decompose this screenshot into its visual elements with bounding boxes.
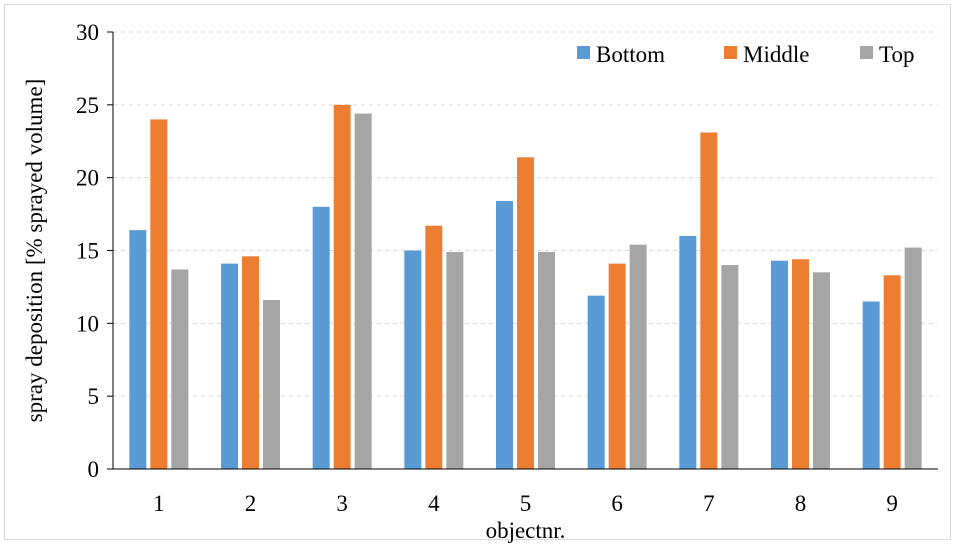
legend-swatch-top: [860, 46, 873, 59]
x-tick-label: 4: [428, 491, 440, 516]
bar-middle-1: [150, 119, 168, 470]
bar-bottom-6: [587, 295, 605, 469]
x-tick-label: 7: [703, 491, 715, 516]
y-tick-label: 30: [76, 20, 99, 45]
y-tick-label: 10: [76, 311, 99, 336]
y-tick-label: 20: [76, 166, 99, 191]
bar-top-9: [904, 247, 922, 469]
y-tick-label: 15: [76, 239, 99, 264]
legend-label-middle: Middle: [743, 42, 809, 67]
bar-middle-4: [425, 225, 443, 469]
x-axis-label: objectnr.: [486, 518, 566, 543]
bar-bottom-4: [404, 250, 422, 469]
x-tick-label: 6: [611, 491, 623, 516]
bar-top-4: [446, 251, 464, 469]
bar-middle-6: [608, 263, 626, 469]
bar-bottom-8: [771, 260, 788, 469]
x-tick-labels: 1 2 3 4 5 6 7 8 9: [153, 491, 898, 516]
legend-swatch-middle: [724, 46, 737, 59]
bar-middle-2: [242, 256, 259, 469]
bar-bottom-9: [862, 301, 880, 469]
bar-middle-9: [883, 275, 901, 469]
bar-middle-5: [517, 157, 534, 470]
y-tick-label: 5: [88, 384, 100, 409]
bar-middle-8: [792, 259, 809, 469]
y-tick-label: 0: [88, 457, 100, 482]
x-tick-label: 1: [153, 491, 165, 516]
x-tick-label: 9: [886, 491, 898, 516]
bar-bottom-3: [312, 206, 330, 470]
bar-top-5: [538, 251, 555, 469]
y-axis-label: spray deposition [% sprayed volume]: [22, 79, 47, 423]
x-tick-label: 8: [795, 491, 807, 516]
bar-middle-7: [700, 132, 718, 469]
bar-top-8: [813, 272, 830, 469]
bar-top-1: [171, 269, 189, 469]
bar-top-7: [721, 265, 739, 469]
bar-bottom-2: [221, 263, 238, 469]
bar-bottom-5: [496, 200, 513, 469]
y-tick-labels: 0 5 10 15 20 25 30: [76, 20, 113, 482]
bar-top-6: [629, 244, 647, 469]
legend: Bottom Middle Top: [577, 42, 914, 67]
y-tick-label: 25: [76, 93, 99, 118]
legend-swatch-bottom: [577, 46, 590, 59]
bar-bottom-7: [679, 235, 697, 469]
bar-bottom-1: [129, 230, 147, 469]
legend-label-bottom: Bottom: [596, 42, 665, 67]
bar-middle-3: [333, 104, 351, 469]
legend-label-top: Top: [879, 42, 914, 67]
bars: [129, 104, 922, 470]
x-tick-label: 5: [520, 491, 532, 516]
bar-top-2: [263, 300, 280, 469]
x-tick-label: 2: [245, 491, 257, 516]
bar-top-3: [354, 113, 372, 469]
x-tick-label: 3: [336, 491, 348, 516]
